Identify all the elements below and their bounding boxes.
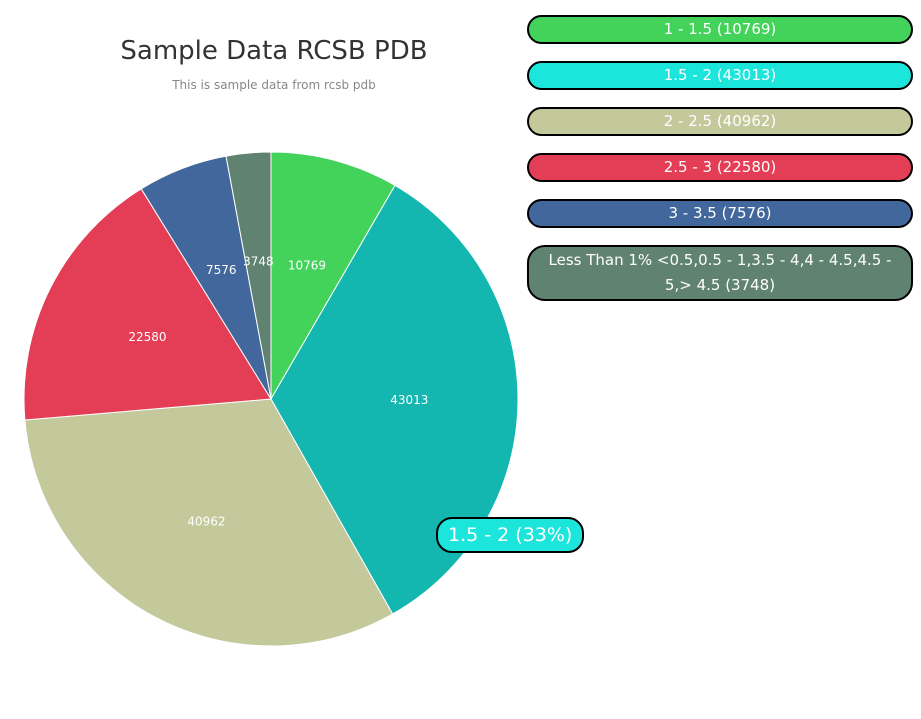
legend-item-1.5-2[interactable]: 1.5 - 2 (43013) bbox=[527, 61, 913, 90]
chart-subtitle: This is sample data from rcsb pdb bbox=[172, 78, 376, 92]
chart-title: Sample Data RCSB PDB bbox=[120, 36, 428, 66]
legend-item-1-1.5[interactable]: 1 - 1.5 (10769) bbox=[527, 15, 913, 44]
pie-slice-0[interactable] bbox=[270, 151, 396, 401]
pie-slice-label-3: 22580 bbox=[128, 330, 166, 344]
pie-slice-label-0: 10769 bbox=[288, 258, 326, 272]
legend-item-less-than-1-percent[interactable]: Less Than 1% <0.5,0.5 - 1,3.5 - 4,4 - 4.… bbox=[527, 245, 913, 301]
pie-slice-label-2: 40962 bbox=[187, 514, 225, 528]
legend-item-2-2.5[interactable]: 2 - 2.5 (40962) bbox=[527, 107, 913, 136]
pie-slice-1[interactable] bbox=[270, 184, 519, 615]
pie-slice-5[interactable] bbox=[225, 151, 272, 400]
pie-slice-3[interactable] bbox=[23, 188, 272, 421]
slice-tooltip: 1.5 - 2 (33%) bbox=[436, 517, 585, 553]
legend: 1 - 1.5 (10769) 1.5 - 2 (43013) 2 - 2.5 … bbox=[527, 15, 913, 318]
pie-slice-label-4: 7576 bbox=[206, 263, 237, 277]
pie-slice-label-5: 3748 bbox=[243, 254, 274, 268]
legend-item-2.5-3[interactable]: 2.5 - 3 (22580) bbox=[527, 153, 913, 182]
pie-slice-2[interactable] bbox=[24, 398, 394, 647]
legend-item-3-3.5[interactable]: 3 - 3.5 (7576) bbox=[527, 199, 913, 228]
pie-slice-label-1: 43013 bbox=[390, 393, 428, 407]
